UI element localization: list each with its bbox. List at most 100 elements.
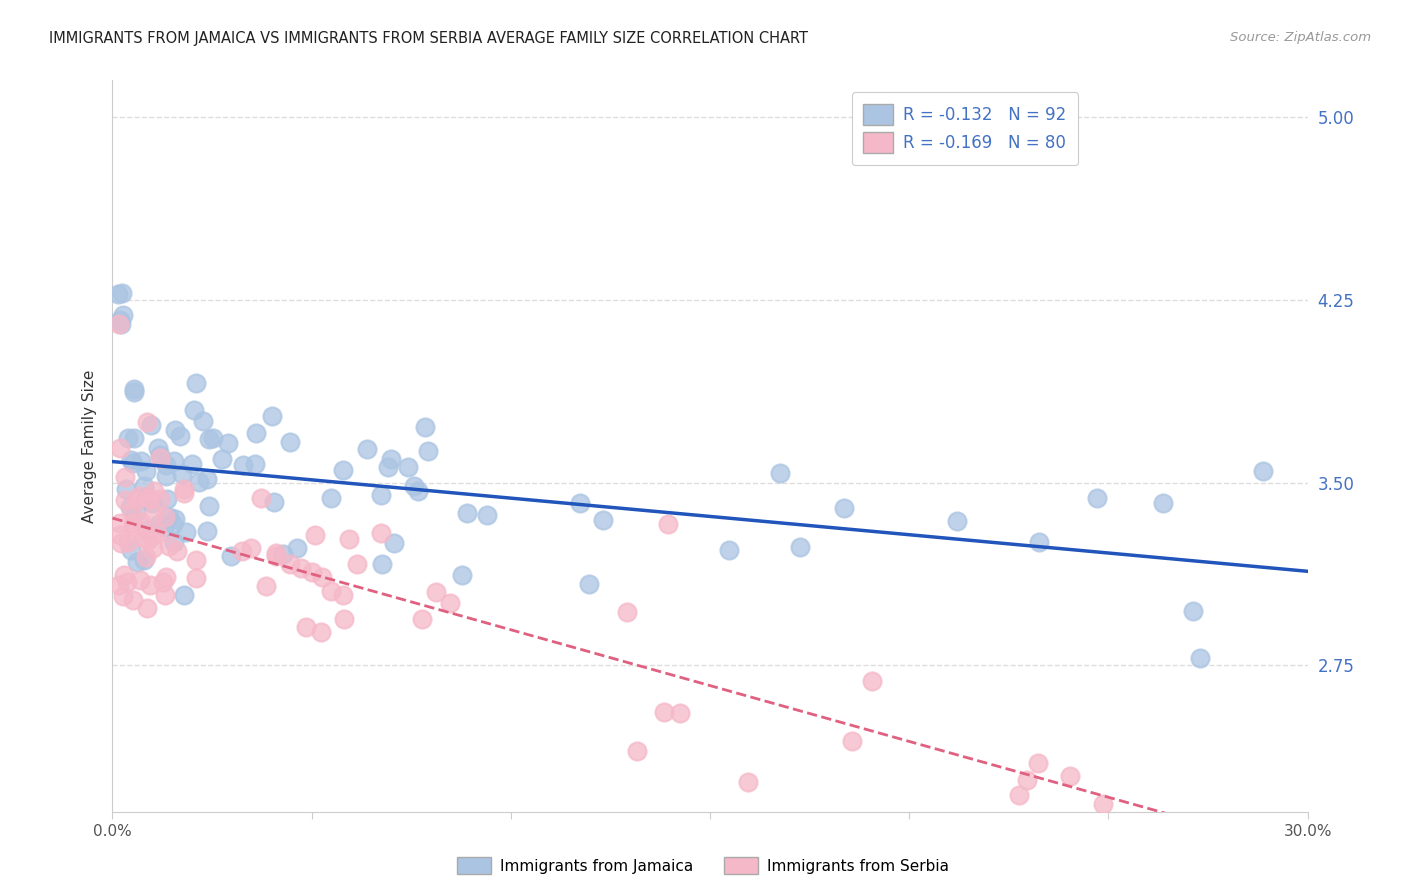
Point (141, 418, 163, 433)
Point (232, 458, 254, 472)
Point (592, 512, 614, 526)
Point (311, 569, 333, 583)
Point (176, 525, 198, 540)
Point (789, 540, 811, 554)
Point (402, 479, 425, 493)
Point (157, 539, 180, 553)
Point (188, 475, 211, 489)
Point (301, 565, 323, 579)
Point (142, 508, 165, 523)
Point (155, 458, 177, 472)
Point (217, 436, 239, 450)
Point (117, 431, 139, 445)
Point (406, 483, 429, 498)
Point (170, 467, 193, 481)
Point (110, 516, 132, 530)
Point (121, 456, 143, 470)
Point (718, 542, 741, 557)
Point (184, 376, 207, 391)
Point (134, 553, 156, 567)
Point (149, 451, 172, 466)
Point (475, 508, 498, 523)
Point (163, 423, 186, 437)
Point (143, 483, 166, 498)
Point (125, 555, 148, 569)
Legend: Immigrants from Jamaica, Immigrants from Serbia: Immigrants from Jamaica, Immigrants from… (451, 851, 955, 880)
Y-axis label: Average Family Size: Average Family Size (82, 369, 97, 523)
Point (122, 382, 145, 396)
Point (120, 543, 142, 558)
Point (128, 573, 150, 587)
Point (254, 579, 277, 593)
Point (231, 544, 253, 558)
Point (1182, 604, 1205, 618)
Point (202, 431, 225, 445)
Point (1251, 464, 1274, 478)
Point (173, 482, 195, 496)
Point (124, 505, 146, 519)
Point (626, 743, 648, 757)
Point (669, 706, 692, 720)
Point (946, 514, 969, 528)
Point (155, 469, 177, 483)
Point (411, 612, 433, 626)
Point (155, 570, 177, 584)
Point (157, 510, 180, 524)
Point (141, 529, 163, 543)
Point (122, 384, 145, 399)
Point (841, 734, 863, 748)
Point (860, 674, 883, 689)
Point (114, 567, 136, 582)
Point (155, 509, 177, 524)
Point (114, 493, 136, 508)
Point (273, 548, 295, 562)
Point (149, 491, 172, 506)
Point (152, 575, 174, 590)
Point (136, 491, 159, 505)
Point (193, 414, 215, 428)
Point (195, 472, 218, 486)
Point (139, 578, 162, 592)
Point (382, 536, 405, 550)
Point (1152, 496, 1174, 510)
Point (173, 485, 195, 500)
Point (198, 432, 221, 446)
Point (418, 443, 440, 458)
Point (832, 501, 855, 516)
Point (278, 435, 301, 450)
Point (120, 453, 142, 467)
Point (425, 584, 447, 599)
Point (108, 313, 131, 327)
Point (197, 499, 219, 513)
Point (122, 431, 145, 445)
Point (141, 496, 163, 510)
Point (1026, 756, 1049, 770)
Point (135, 523, 157, 537)
Point (149, 448, 172, 462)
Point (184, 553, 207, 567)
Point (737, 775, 759, 789)
Point (136, 533, 159, 547)
Text: IMMIGRANTS FROM JAMAICA VS IMMIGRANTS FROM SERBIA AVERAGE FAMILY SIZE CORRELATIO: IMMIGRANTS FROM JAMAICA VS IMMIGRANTS FR… (49, 31, 808, 46)
Point (117, 534, 139, 549)
Point (186, 571, 208, 585)
Point (162, 517, 184, 532)
Point (110, 317, 132, 331)
Point (156, 492, 179, 507)
Point (439, 596, 461, 610)
Point (111, 308, 134, 322)
Point (169, 429, 191, 443)
Point (108, 527, 131, 541)
Point (195, 524, 218, 538)
Point (309, 625, 332, 640)
Point (1092, 797, 1115, 811)
Point (616, 605, 638, 619)
Point (371, 558, 394, 572)
Point (346, 558, 368, 572)
Point (173, 588, 195, 602)
Legend: R = -0.132   N = 92, R = -0.169   N = 80: R = -0.132 N = 92, R = -0.169 N = 80 (852, 92, 1078, 165)
Point (135, 601, 157, 615)
Point (121, 593, 143, 607)
Point (122, 516, 145, 530)
Point (1059, 769, 1081, 783)
